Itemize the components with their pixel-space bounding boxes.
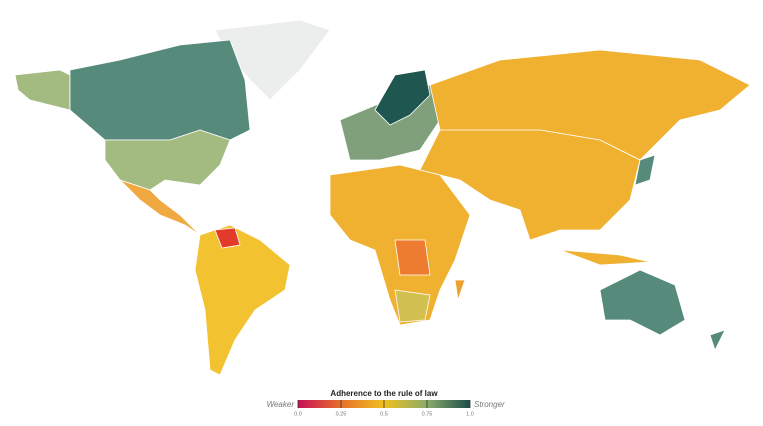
legend-title: Adherence to the rule of law	[330, 389, 438, 398]
indonesia	[559, 249, 651, 266]
australia	[599, 269, 686, 336]
tick-label: 0.75	[422, 411, 433, 417]
usa	[104, 129, 231, 191]
southern-africa	[394, 289, 431, 323]
tick-label: 0.5	[380, 411, 388, 417]
tick-label: 1.0	[466, 411, 474, 417]
canada	[69, 39, 251, 141]
south-america	[194, 224, 291, 376]
venezuela	[214, 227, 241, 249]
map	[14, 19, 751, 376]
asia	[419, 129, 641, 241]
tick-label: 0.0	[294, 411, 302, 417]
alaska	[14, 69, 71, 111]
madagascar	[454, 279, 466, 301]
scandinavia	[374, 69, 431, 126]
central-africa	[394, 239, 431, 276]
high-label: Stronger	[474, 400, 505, 409]
central-america	[119, 179, 201, 236]
new-zealand	[709, 329, 726, 352]
japan	[634, 154, 656, 186]
low-label: Weaker	[267, 400, 295, 409]
legend: Adherence to the rule of law Weaker Stro…	[267, 389, 505, 417]
tick-label: 0.25	[336, 411, 347, 417]
